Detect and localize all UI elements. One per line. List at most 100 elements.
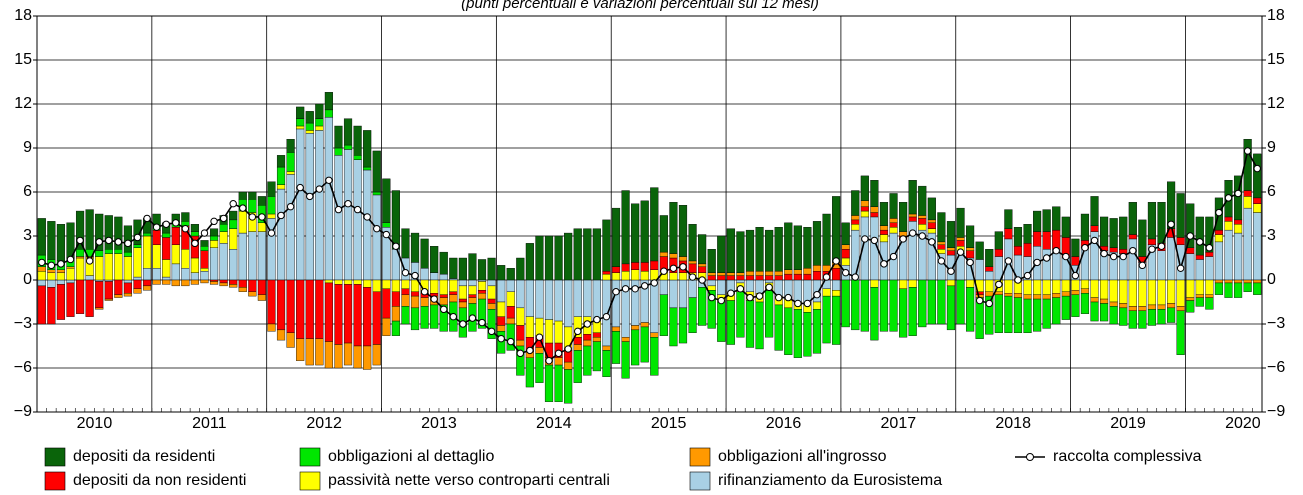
y2-tick-label: 3 <box>1267 227 1276 244</box>
bar-segment <box>564 369 573 404</box>
bar-segment <box>745 279 755 292</box>
bar-segment <box>755 271 764 276</box>
y-tick-label: 12 <box>14 95 32 112</box>
bar-segment <box>506 279 515 292</box>
bar-segment <box>238 232 247 281</box>
bar-segment <box>171 244 180 265</box>
bar-segment <box>611 272 621 281</box>
bar-segment <box>707 272 716 276</box>
bar-segment <box>1109 218 1118 248</box>
bar-segment <box>1214 282 1224 295</box>
bar-segment <box>812 221 822 266</box>
bar-segment <box>1071 294 1080 317</box>
bar-segment <box>315 130 324 281</box>
total-point <box>392 242 400 250</box>
bar-segment <box>1100 216 1109 247</box>
bar-segment <box>879 229 889 235</box>
bar-segment <box>1195 254 1204 260</box>
bar-segment <box>353 155 362 160</box>
bar-segment <box>276 184 286 190</box>
y2-tick-label: −6 <box>1267 359 1285 376</box>
bar-segment <box>937 212 946 243</box>
bar-segment <box>382 317 391 336</box>
legend-swatch <box>299 447 321 467</box>
bar-segment <box>918 218 927 225</box>
bar-segment <box>162 279 171 285</box>
bar-segment <box>525 243 534 281</box>
bar-segment <box>736 279 745 284</box>
bar-segment <box>162 259 171 278</box>
bar-segment <box>1205 297 1214 310</box>
bar-segment <box>765 290 774 338</box>
bar-segment <box>736 231 745 273</box>
bar-segment <box>449 291 458 295</box>
total-point <box>363 213 371 221</box>
total-point <box>583 320 591 328</box>
total-point <box>430 295 438 303</box>
bar-segment <box>1157 250 1166 281</box>
bar-segment <box>324 279 333 284</box>
bar-segment <box>276 166 286 185</box>
bar-segment <box>707 290 716 329</box>
total-point <box>334 205 343 214</box>
bar-segment <box>745 300 755 348</box>
bar-segment <box>631 262 640 270</box>
bar-segment <box>324 92 333 111</box>
bar-segment <box>927 219 936 224</box>
bar-segment <box>1157 202 1166 244</box>
bar-segment <box>669 307 678 347</box>
bar-segment <box>1195 294 1204 298</box>
bar-segment <box>784 273 793 281</box>
x-tick-label: 2010 <box>77 415 113 432</box>
bar-segment <box>209 247 219 281</box>
y-tick-label: 6 <box>23 183 32 200</box>
total-point <box>650 279 658 287</box>
bar-segment <box>391 190 400 250</box>
bar-segment <box>37 218 46 256</box>
bar-segment <box>822 288 831 297</box>
bar-segment <box>1176 244 1185 281</box>
bar-segment <box>870 180 879 207</box>
bar-segment <box>353 284 362 347</box>
total-point <box>612 288 620 296</box>
legend-swatch <box>299 471 321 491</box>
bar-segment <box>889 218 898 223</box>
x-tick-label: 2020 <box>1225 415 1261 432</box>
bar-segment <box>516 257 525 281</box>
bar-segment <box>1033 298 1042 332</box>
total-point <box>344 200 352 208</box>
bar-segment <box>717 275 726 281</box>
x-tick-label: 2019 <box>1110 415 1146 432</box>
bar-segment <box>832 196 841 263</box>
bar-segment <box>248 199 257 213</box>
bar-segment <box>755 301 764 350</box>
total-point <box>1234 189 1242 198</box>
bar-segment <box>47 279 56 288</box>
bar-segment <box>583 228 592 281</box>
bar-segment <box>171 226 180 245</box>
bar-segment <box>190 231 199 237</box>
bar-segment <box>238 191 247 200</box>
y2-tick-label: 0 <box>1267 271 1276 288</box>
bar-segment <box>889 279 898 332</box>
total-point <box>717 296 725 305</box>
bar-segment <box>812 309 822 354</box>
bar-segment <box>506 291 515 307</box>
bar-segment <box>611 266 621 273</box>
bar-segment <box>286 279 295 333</box>
bar-segment <box>104 253 113 281</box>
legend-marker <box>1026 453 1034 461</box>
bar-segment <box>305 111 314 124</box>
bar-segment <box>640 262 649 272</box>
bar-segment <box>410 295 420 309</box>
total-point <box>1215 208 1223 217</box>
bar-segment <box>1109 279 1118 303</box>
bar-segment <box>860 279 869 332</box>
bar-segment <box>899 279 908 290</box>
bar-segment <box>966 247 975 251</box>
bar-segment <box>946 221 956 248</box>
bar-segment <box>439 304 448 332</box>
bar-segment <box>1042 294 1051 300</box>
bar-segment <box>229 248 238 281</box>
bar-segment <box>966 287 975 332</box>
